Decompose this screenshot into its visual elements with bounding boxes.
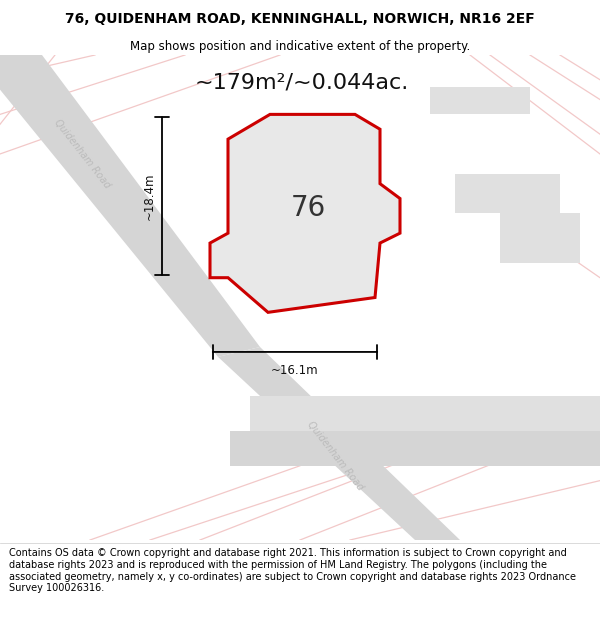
Text: ~18.4m: ~18.4m (143, 173, 156, 220)
Text: Quidenham Road: Quidenham Road (305, 419, 365, 492)
Text: ~179m²/~0.044ac.: ~179m²/~0.044ac. (195, 72, 409, 92)
Polygon shape (430, 87, 530, 114)
Polygon shape (230, 431, 600, 466)
Polygon shape (455, 174, 560, 213)
Polygon shape (250, 396, 600, 431)
Text: Quidenham Road: Quidenham Road (52, 118, 112, 191)
Polygon shape (255, 144, 365, 298)
Polygon shape (218, 347, 460, 540)
Polygon shape (500, 213, 580, 263)
Polygon shape (0, 55, 260, 357)
Text: 76, QUIDENHAM ROAD, KENNINGHALL, NORWICH, NR16 2EF: 76, QUIDENHAM ROAD, KENNINGHALL, NORWICH… (65, 12, 535, 26)
Text: ~16.1m: ~16.1m (271, 364, 319, 377)
Text: 76: 76 (290, 194, 326, 222)
Polygon shape (210, 114, 400, 312)
Text: Map shows position and indicative extent of the property.: Map shows position and indicative extent… (130, 39, 470, 52)
Text: Contains OS data © Crown copyright and database right 2021. This information is : Contains OS data © Crown copyright and d… (9, 549, 576, 593)
